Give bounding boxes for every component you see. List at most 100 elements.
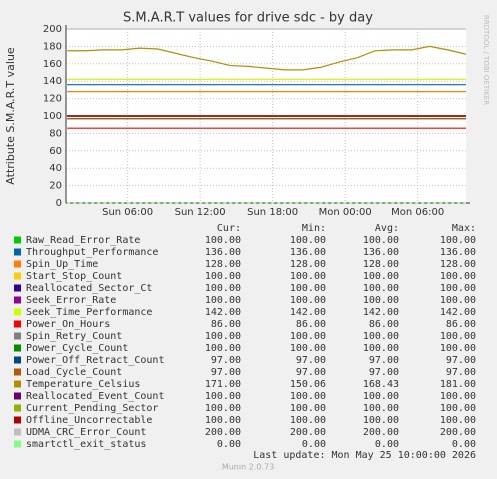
x-tick-label: Sun 12:00 [175, 207, 226, 218]
legend-swatch [14, 272, 21, 280]
chart-title: S.M.A.R.T values for drive sdc - by day [123, 11, 373, 26]
legend-label: Start_Stop_Count [26, 271, 122, 282]
version: Munin 2.0.73 [222, 463, 274, 472]
y-tick-label: 100 [43, 111, 62, 122]
legend-value: 128.00 [290, 259, 326, 270]
legend-value: 86.00 [296, 319, 326, 330]
legend-value: 100.00 [290, 271, 326, 282]
legend-value: 100.00 [363, 391, 399, 402]
legend-value: 97.00 [446, 355, 476, 366]
x-tick-label: Mon 00:00 [319, 207, 372, 218]
legend-value: 200.00 [290, 427, 326, 438]
legend-value: 100.00 [363, 343, 399, 354]
legend-value: 100.00 [205, 271, 241, 282]
legend-value: 100.00 [205, 331, 241, 342]
legend-value: 150.06 [290, 379, 326, 390]
legend-value: 100.00 [440, 343, 476, 354]
legend-value: 100.00 [363, 283, 399, 294]
legend-swatch [14, 404, 21, 412]
series-line [67, 45, 467, 71]
legend-value: 0.00 [302, 439, 326, 450]
legend-swatch [14, 248, 21, 256]
legend-value: 100.00 [440, 271, 476, 282]
legend-label: Raw_Read_Error_Rate [26, 235, 140, 246]
legend-swatch [14, 260, 21, 268]
legend-value: 142.00 [205, 307, 241, 318]
last-update: Last update: Mon May 25 10:00:00 2026 [253, 450, 476, 461]
legend-swatch [14, 368, 21, 376]
legend-header: Min: [302, 223, 326, 234]
legend-value: 0.00 [452, 439, 476, 450]
y-tick-label: 200 [43, 24, 62, 35]
y-tick-label: 180 [43, 41, 62, 52]
legend-swatch [14, 308, 21, 316]
legend-label: Throughput_Performance [26, 247, 158, 258]
legend-value: 100.00 [363, 235, 399, 246]
legend-value: 97.00 [211, 367, 241, 378]
y-axis-label: Attribute S.M.A.R.T value [4, 47, 17, 185]
legend-label: smartctl_exit_status [26, 439, 146, 450]
legend-value: 136.00 [440, 247, 476, 258]
side-label: RRDTOOL / TOBI OETIKER [482, 15, 490, 105]
legend-value: 128.00 [363, 259, 399, 270]
legend-value: 0.00 [375, 439, 399, 450]
legend-value: 97.00 [296, 367, 326, 378]
y-tick-label: 80 [49, 128, 62, 139]
legend-value: 100.00 [290, 415, 326, 426]
legend-label: Load_Cycle_Count [26, 367, 122, 378]
legend-value: 100.00 [363, 271, 399, 282]
legend-value: 100.00 [290, 295, 326, 306]
legend-label: Temperature_Celsius [26, 379, 140, 390]
legend-value: 171.00 [205, 379, 241, 390]
legend-value: 100.00 [290, 343, 326, 354]
legend-label: Seek_Time_Performance [26, 307, 152, 318]
legend-value: 100.00 [205, 415, 241, 426]
legend-value: 100.00 [290, 283, 326, 294]
legend-value: 100.00 [205, 343, 241, 354]
legend-swatch [14, 440, 21, 448]
x-tick-label: Mon 06:00 [391, 207, 444, 218]
legend-swatch [14, 332, 21, 340]
legend-value: 142.00 [290, 307, 326, 318]
legend-swatch [14, 416, 21, 424]
legend-value: 86.00 [446, 319, 476, 330]
legend-value: 100.00 [440, 391, 476, 402]
legend-swatch [14, 344, 21, 352]
legend-value: 142.00 [363, 307, 399, 318]
legend-swatch [14, 392, 21, 400]
legend-value: 100.00 [363, 295, 399, 306]
legend-value: 100.00 [290, 403, 326, 414]
legend-value: 136.00 [363, 247, 399, 258]
y-tick-label: 160 [43, 59, 62, 70]
legend-value: 200.00 [205, 427, 241, 438]
legend-label: Spin_Retry_Count [26, 331, 122, 342]
legend-swatch [14, 284, 21, 292]
legend-swatch [14, 320, 21, 328]
x-tick-label: Sun 18:00 [247, 207, 298, 218]
legend-header: Cur: [217, 223, 241, 234]
legend-label: Offline_Uncorrectable [26, 415, 152, 426]
y-tick-label: 20 [49, 181, 62, 192]
legend-label: Power_Cycle_Count [26, 343, 128, 354]
legend-swatch [14, 356, 21, 364]
legend-value: 128.00 [205, 259, 241, 270]
legend-value: 97.00 [369, 355, 399, 366]
legend-value: 142.00 [440, 307, 476, 318]
legend-label: Power_Off_Retract_Count [26, 355, 164, 366]
legend-header: Avg: [375, 223, 399, 234]
y-tick-label: 0 [56, 198, 62, 209]
legend-value: 128.00 [440, 259, 476, 270]
legend-value: 168.43 [363, 379, 399, 390]
legend-value: 0.00 [217, 439, 241, 450]
legend-value: 136.00 [205, 247, 241, 258]
legend-label: UDMA_CRC_Error_Count [26, 427, 146, 438]
legend-value: 100.00 [363, 331, 399, 342]
legend-value: 100.00 [440, 415, 476, 426]
legend-swatch [14, 380, 21, 388]
legend-value: 97.00 [296, 355, 326, 366]
legend-value: 100.00 [440, 235, 476, 246]
y-tick-label: 140 [43, 76, 62, 87]
y-tick-label: 120 [43, 94, 62, 105]
